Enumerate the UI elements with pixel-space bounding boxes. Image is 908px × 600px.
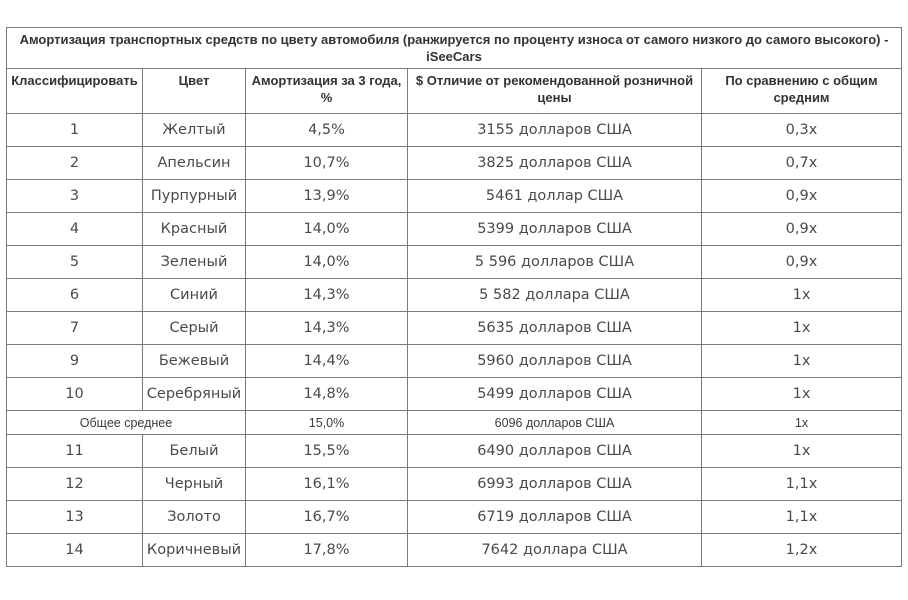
cell-rank: 13 — [6, 500, 143, 534]
average-label: Общее среднее — [6, 410, 246, 435]
cell-color: Синий — [142, 278, 246, 312]
cell-vs-average: 1,1x — [701, 467, 902, 501]
cell-depreciation: 14,3% — [245, 311, 408, 345]
cell-vs-average: 0,9x — [701, 245, 902, 279]
cell-vs-average: 1x — [701, 344, 902, 378]
table-header-row: Классифицировать Цвет Амортизация за 3 г… — [6, 68, 902, 114]
cell-vs-average: 0,9x — [701, 212, 902, 246]
cell-color: Бежевый — [142, 344, 246, 378]
cell-vs-average: 1x — [701, 434, 902, 468]
cell-color: Золото — [142, 500, 246, 534]
cell-rank: 7 — [6, 311, 143, 345]
cell-vs-average: 1x — [701, 311, 902, 345]
cell-vs-average: 1x — [701, 278, 902, 312]
cell-color: Коричневый — [142, 533, 246, 567]
cell-vs-average: 1,2x — [701, 533, 902, 567]
cell-msrp-diff: 5461 доллар США — [407, 179, 702, 213]
cell-vs-average: 0,7x — [701, 146, 902, 180]
cell-msrp-diff: 5 582 доллара США — [407, 278, 702, 312]
table-row: 4 Красный 14,0% 5399 долларов США 0,9x — [6, 212, 902, 246]
table-row: 5 Зеленый 14,0% 5 596 долларов США 0,9x — [6, 245, 902, 279]
cell-color: Серебряный — [142, 377, 246, 411]
cell-depreciation: 14,8% — [245, 377, 408, 411]
table-row: 11 Белый 15,5% 6490 долларов США 1x — [6, 434, 902, 468]
cell-color: Красный — [142, 212, 246, 246]
table-row: 14 Коричневый 17,8% 7642 доллара США 1,2… — [6, 533, 902, 567]
average-msrp-diff: 6096 долларов США — [407, 410, 702, 435]
average-depreciation: 15,0% — [245, 410, 408, 435]
cell-msrp-diff: 5399 долларов США — [407, 212, 702, 246]
table-row: 12 Черный 16,1% 6993 долларов США 1,1x — [6, 467, 902, 501]
cell-msrp-diff: 6719 долларов США — [407, 500, 702, 534]
cell-msrp-diff: 5635 долларов США — [407, 311, 702, 345]
cell-vs-average: 1,1x — [701, 500, 902, 534]
cell-rank: 14 — [6, 533, 143, 567]
cell-msrp-diff: 6993 долларов США — [407, 467, 702, 501]
cell-depreciation: 10,7% — [245, 146, 408, 180]
cell-rank: 2 — [6, 146, 143, 180]
header-rank: Классифицировать — [6, 68, 143, 114]
table-row: 10 Серебряный 14,8% 5499 долларов США 1x — [6, 377, 902, 411]
table-row: 9 Бежевый 14,4% 5960 долларов США 1x — [6, 344, 902, 378]
header-color: Цвет — [142, 68, 246, 114]
cell-color: Черный — [142, 467, 246, 501]
cell-msrp-diff: 3155 долларов США — [407, 113, 702, 147]
header-depreciation: Амортизация за 3 года, % — [245, 68, 408, 114]
cell-color: Пурпурный — [142, 179, 246, 213]
cell-vs-average: 0,3x — [701, 113, 902, 147]
cell-msrp-diff: 5499 долларов США — [407, 377, 702, 411]
cell-rank: 3 — [6, 179, 143, 213]
cell-depreciation: 16,1% — [245, 467, 408, 501]
cell-msrp-diff: 7642 доллара США — [407, 533, 702, 567]
table-row: 1 Желтый 4,5% 3155 долларов США 0,3x — [6, 113, 902, 147]
cell-rank: 10 — [6, 377, 143, 411]
cell-color: Апельсин — [142, 146, 246, 180]
cell-vs-average: 0,9x — [701, 179, 902, 213]
table-row: 3 Пурпурный 13,9% 5461 доллар США 0,9x — [6, 179, 902, 213]
cell-depreciation: 14,0% — [245, 212, 408, 246]
cell-color: Белый — [142, 434, 246, 468]
table-row: 7 Серый 14,3% 5635 долларов США 1x — [6, 311, 902, 345]
header-msrp-diff: $ Отличие от рекомендованной розничной ц… — [407, 68, 702, 114]
cell-depreciation: 4,5% — [245, 113, 408, 147]
cell-msrp-diff: 5 596 долларов США — [407, 245, 702, 279]
table-row: 13 Золото 16,7% 6719 долларов США 1,1x — [6, 500, 902, 534]
cell-rank: 12 — [6, 467, 143, 501]
cell-rank: 6 — [6, 278, 143, 312]
cell-msrp-diff: 3825 долларов США — [407, 146, 702, 180]
table-row: 6 Синий 14,3% 5 582 доллара США 1x — [6, 278, 902, 312]
cell-rank: 1 — [6, 113, 143, 147]
cell-depreciation: 14,3% — [245, 278, 408, 312]
cell-color: Серый — [142, 311, 246, 345]
cell-depreciation: 14,0% — [245, 245, 408, 279]
cell-depreciation: 13,9% — [245, 179, 408, 213]
cell-msrp-diff: 5960 долларов США — [407, 344, 702, 378]
cell-rank: 11 — [6, 434, 143, 468]
table-title-row: Амортизация транспортных средств по цвет… — [6, 27, 902, 69]
cell-msrp-diff: 6490 долларов США — [407, 434, 702, 468]
table-row: 2 Апельсин 10,7% 3825 долларов США 0,7x — [6, 146, 902, 180]
overall-average-row: Общее среднее 15,0% 6096 долларов США 1x — [6, 410, 902, 435]
cell-depreciation: 14,4% — [245, 344, 408, 378]
cell-depreciation: 16,7% — [245, 500, 408, 534]
header-vs-average: По сравнению с общим средним — [701, 68, 902, 114]
cell-rank: 5 — [6, 245, 143, 279]
average-vs-average: 1x — [701, 410, 902, 435]
table-title: Амортизация транспортных средств по цвет… — [6, 27, 902, 69]
cell-depreciation: 15,5% — [245, 434, 408, 468]
cell-depreciation: 17,8% — [245, 533, 408, 567]
depreciation-table: Амортизация транспортных средств по цвет… — [6, 27, 902, 567]
cell-rank: 9 — [6, 344, 143, 378]
cell-rank: 4 — [6, 212, 143, 246]
cell-vs-average: 1x — [701, 377, 902, 411]
cell-color: Зеленый — [142, 245, 246, 279]
cell-color: Желтый — [142, 113, 246, 147]
